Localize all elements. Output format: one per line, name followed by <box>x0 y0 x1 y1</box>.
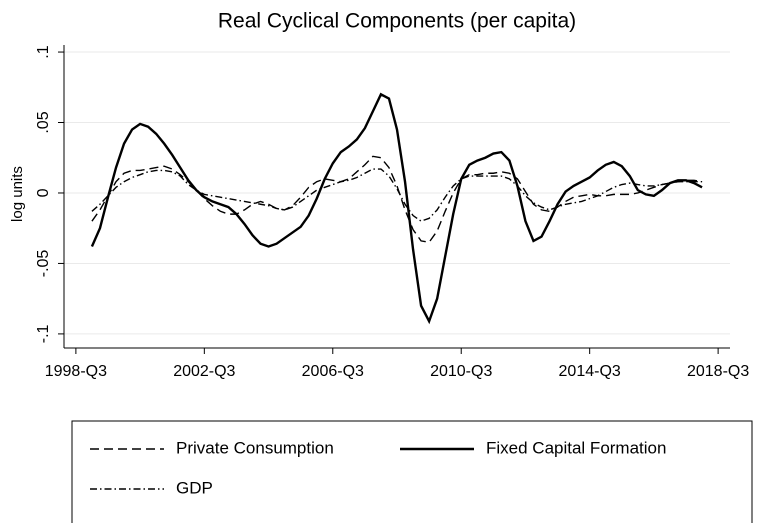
y-tick-label: -.05 <box>35 250 52 278</box>
x-tick-label: 2018-Q3 <box>687 363 749 380</box>
y-tick-label: -.1 <box>35 324 52 343</box>
series-line <box>90 92 703 325</box>
y-tick-label: 0 <box>35 188 52 197</box>
x-tick-label: 2010-Q3 <box>430 363 492 380</box>
x-tick-label: 2006-Q3 <box>302 363 364 380</box>
y-tick-label: .05 <box>35 111 52 133</box>
legend-label: Fixed Capital Formation <box>486 438 666 457</box>
legend-label: Private Consumption <box>176 438 334 457</box>
legend-box <box>71 420 753 523</box>
series-line <box>91 155 703 244</box>
chart-title: Real Cyclical Components (per capita) <box>218 10 576 33</box>
x-tick-label: 2002-Q3 <box>173 363 235 380</box>
y-tick-label: .1 <box>35 45 52 58</box>
y-axis-label: log units <box>9 166 26 222</box>
x-tick-label: 1998-Q3 <box>45 363 107 380</box>
x-tick-label: 2014-Q3 <box>559 363 621 380</box>
series-line <box>91 168 703 222</box>
legend-label: GDP <box>176 478 213 497</box>
